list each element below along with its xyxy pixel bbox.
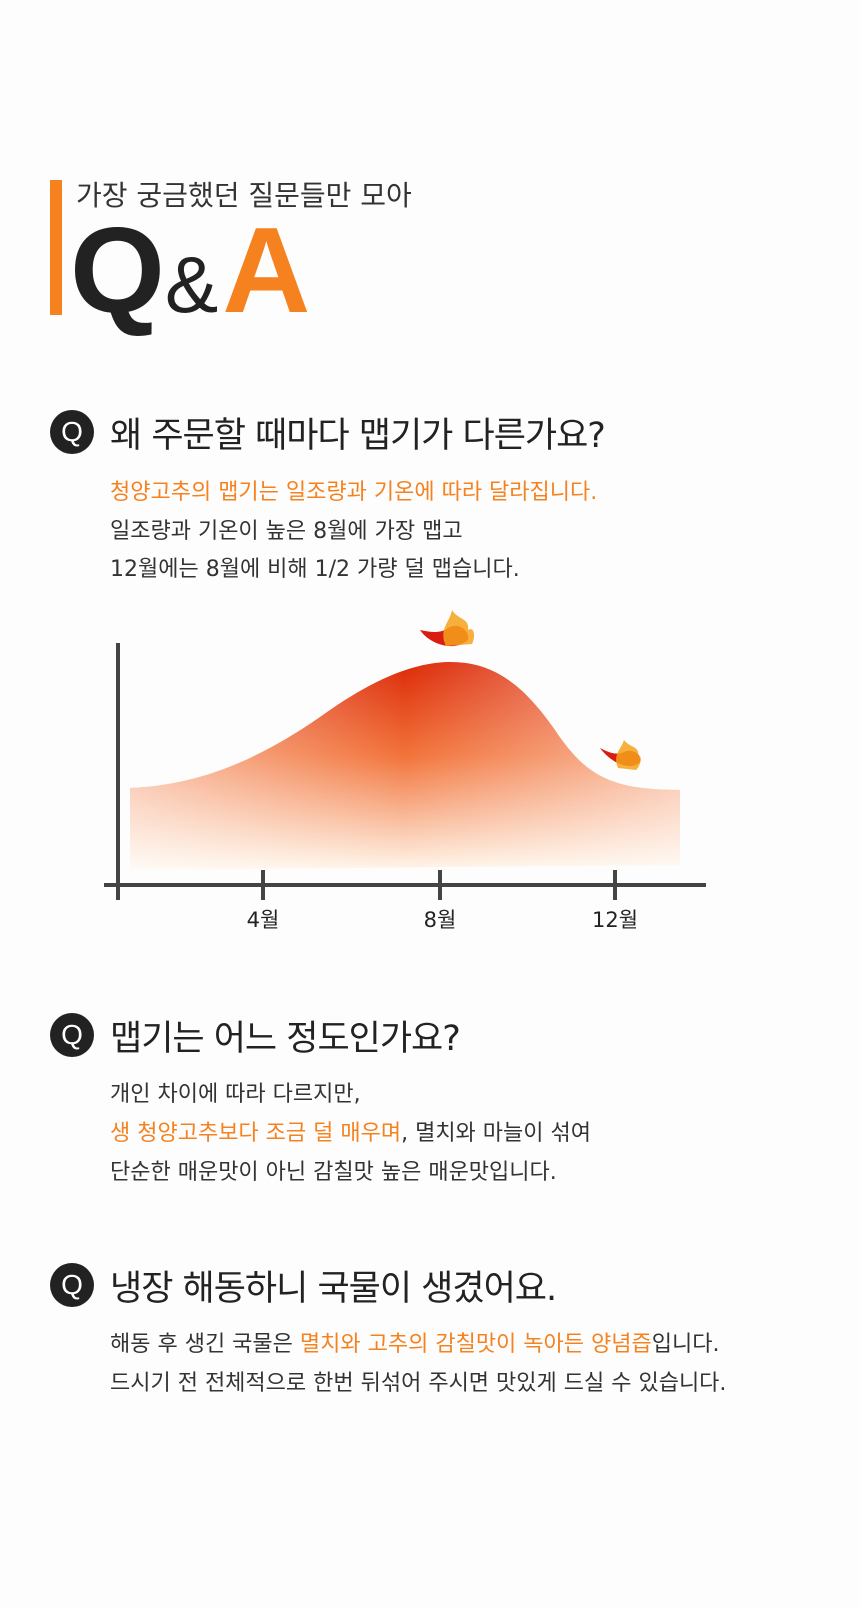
answer-line: 개인 차이에 따라 다르지만, bbox=[110, 1076, 361, 1108]
chili-icon bbox=[420, 610, 475, 647]
question: 왜 주문할 때마다 맵기가 다른가요? bbox=[110, 416, 606, 456]
answer-text: 일조량과 기온이 높은 8월에 가장 맵고 bbox=[110, 518, 463, 544]
answer-text: , 멸치와 마늘이 섞여 bbox=[401, 1121, 591, 1146]
answer-text: 개인 차이에 따라 다르지만, bbox=[110, 1082, 361, 1107]
answer-line: 청양고추의 맵기는 일조량과 기온에 따라 달라집니다. bbox=[110, 474, 597, 506]
answer-text: 단순한 매운맛이 아닌 감칠맛 높은 매운맛입니다. bbox=[110, 1160, 557, 1185]
title-amp: & bbox=[164, 240, 219, 329]
q-badge: Q bbox=[50, 1263, 94, 1307]
question: 맵기는 어느 정도인가요? bbox=[110, 1019, 461, 1059]
answer-text: 해동 후 생긴 국물은 bbox=[110, 1332, 300, 1357]
highlight-text: 멸치와 고추의 감칠맛이 녹아든 양념즙 bbox=[299, 1332, 652, 1357]
q-badge: Q bbox=[50, 410, 94, 454]
question: 냉장 해동하니 국물이 생겼어요. bbox=[110, 1269, 557, 1309]
title: Q&A bbox=[70, 200, 310, 340]
answer-line: 생 청양고추보다 조금 덜 매우며, 멸치와 마늘이 섞여 bbox=[110, 1115, 591, 1147]
x-tick-label: 12월 bbox=[592, 908, 638, 932]
spice-chart: 4월 8월 12월 bbox=[104, 610, 706, 932]
answer-line: 일조량과 기온이 높은 8월에 가장 맵고 bbox=[110, 513, 463, 545]
highlight-text: 청양고추의 맵기는 일조량과 기온에 따라 달라집니다. bbox=[110, 480, 598, 505]
answer-text: 입니다. bbox=[651, 1332, 720, 1357]
x-tick-label: 4월 bbox=[247, 908, 280, 932]
curve-fade bbox=[130, 662, 680, 870]
title-q: Q bbox=[70, 202, 165, 338]
answer-line: 드시기 전 전체적으로 한번 뒤섞어 주시면 맛있게 드실 수 있습니다. bbox=[110, 1365, 726, 1397]
highlight-text: 생 청양고추보다 조금 덜 매우며 bbox=[110, 1121, 402, 1146]
answer-line: 해동 후 생긴 국물은 멸치와 고추의 감칠맛이 녹아든 양념즙입니다. bbox=[110, 1326, 719, 1358]
x-tick-label: 8월 bbox=[424, 908, 457, 932]
q-badge: Q bbox=[50, 1013, 94, 1057]
chili-icon bbox=[600, 740, 641, 770]
answer-line: 12월에는 8월에 비해 1/2 가량 덜 맵습니다. bbox=[110, 551, 520, 583]
answer-text: 12월에는 8월에 비해 1/2 가량 덜 맵습니다. bbox=[110, 557, 520, 582]
subtitle: 가장 궁금했던 질문들만 모아 bbox=[76, 179, 412, 212]
accent-bar bbox=[50, 180, 62, 315]
answer-text: 드시기 전 전체적으로 한번 뒤섞어 주시면 맛있게 드실 수 있습니다. bbox=[110, 1371, 727, 1396]
answer-line: 단순한 매운맛이 아닌 감칠맛 높은 매운맛입니다. bbox=[110, 1154, 557, 1186]
title-a: A bbox=[222, 202, 311, 338]
